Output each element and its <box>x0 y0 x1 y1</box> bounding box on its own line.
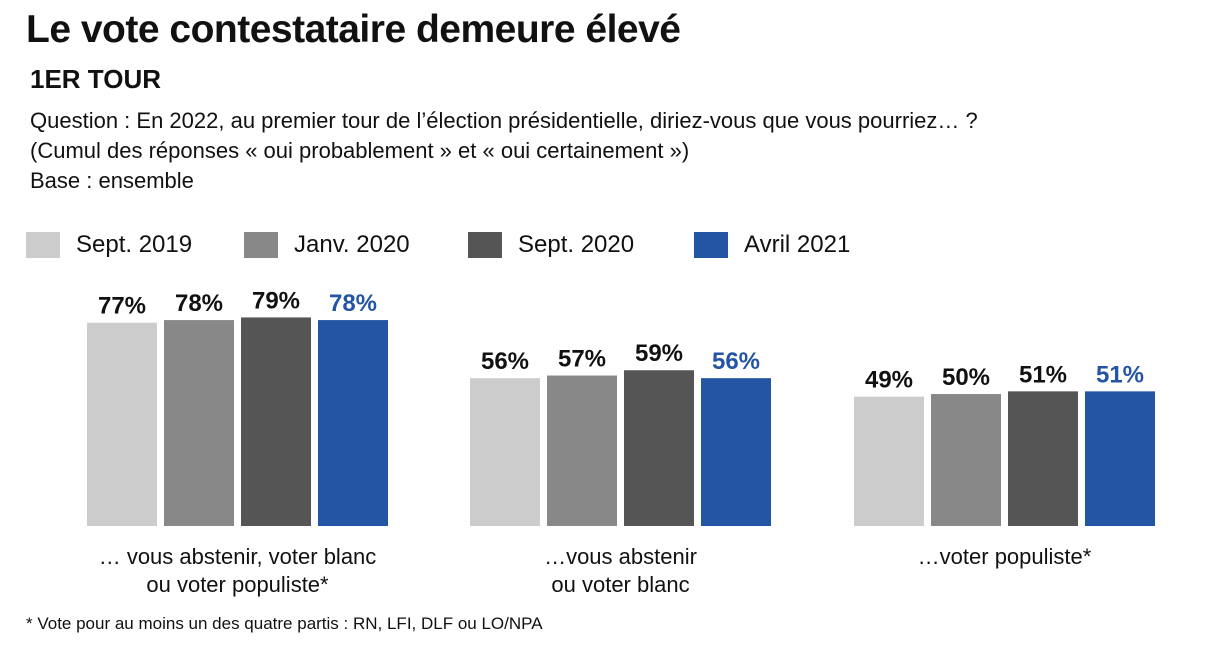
question-text: Question : En 2022, au premier tour de l… <box>30 106 978 196</box>
data-label: 51% <box>1096 361 1144 388</box>
legend-item-sept-2019: Sept. 2019 <box>26 228 192 262</box>
chart-title: Le vote contestataire demeure élevé <box>26 8 681 51</box>
legend-swatch <box>694 232 728 258</box>
legend-item-janv-2020: Janv. 2020 <box>244 228 410 262</box>
category-label: ou voter populiste* <box>146 572 329 597</box>
data-label: 77% <box>98 293 146 320</box>
legend-label: Avril 2021 <box>744 231 851 258</box>
bar <box>931 394 1001 526</box>
legend-swatch <box>468 232 502 258</box>
question-line: (Cumul des réponses « oui probablement »… <box>30 138 690 163</box>
chart-subtitle: 1ER TOUR <box>30 64 161 94</box>
legend-label: Sept. 2020 <box>518 231 635 258</box>
bar <box>87 322 157 526</box>
data-label: 51% <box>1019 361 1067 388</box>
bar <box>241 317 311 526</box>
bar <box>1085 391 1155 526</box>
bar <box>624 370 694 526</box>
data-label: 56% <box>481 348 529 375</box>
bar <box>854 396 924 526</box>
bar <box>1008 391 1078 526</box>
data-label: 78% <box>329 290 377 317</box>
data-label: 59% <box>635 340 683 367</box>
bar <box>547 375 617 526</box>
category-label: … vous abstenir, voter blanc <box>99 544 377 569</box>
legend-label: Janv. 2020 <box>294 231 410 258</box>
data-label: 79% <box>252 287 300 314</box>
category-label: …vous abstenir <box>544 544 697 569</box>
bar-chart: 77% 78% 79% 78% … vous abstenir, voter blanc… <box>87 287 1155 597</box>
bar <box>470 378 540 526</box>
bar <box>164 320 234 526</box>
category-label: …voter populiste* <box>918 544 1092 569</box>
base-line: Base : ensemble <box>30 168 194 193</box>
question-line: Question : En 2022, au premier tour de l… <box>30 108 978 133</box>
legend-swatch <box>26 232 60 258</box>
data-label: 78% <box>175 290 223 317</box>
data-label: 49% <box>865 367 913 394</box>
bar <box>701 378 771 526</box>
legend-swatch <box>244 232 278 258</box>
legend-label: Sept. 2019 <box>76 231 193 258</box>
footnote: * Vote pour au moins un des quatre parti… <box>26 614 543 633</box>
legend-item-avril-2021: Avril 2021 <box>694 228 850 262</box>
data-label: 50% <box>942 364 990 391</box>
legend-item-sept-2020: Sept. 2020 <box>468 228 634 262</box>
data-label: 57% <box>558 346 606 373</box>
bar <box>318 320 388 526</box>
data-label: 56% <box>712 348 760 375</box>
category-label: ou voter blanc <box>551 572 689 597</box>
